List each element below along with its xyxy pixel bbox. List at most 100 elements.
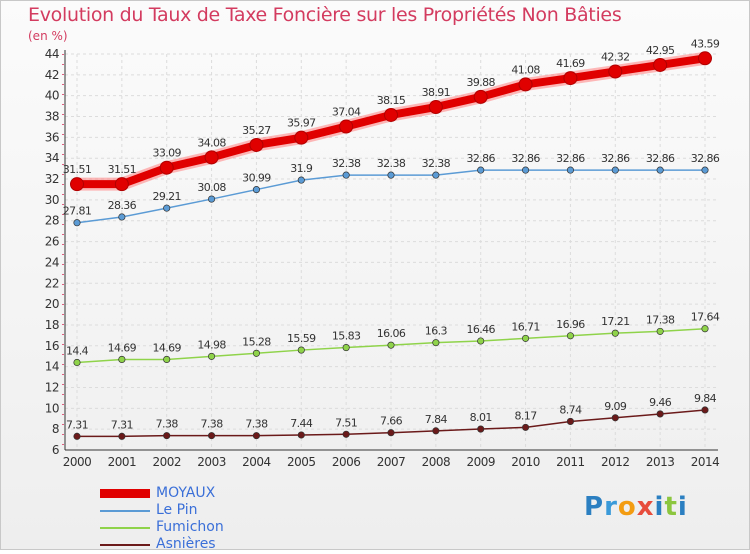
data-label: 42.32 — [601, 51, 630, 64]
y-tick-label: 8 — [52, 422, 59, 436]
data-point — [387, 171, 395, 179]
data-label: 16.3 — [425, 325, 448, 338]
data-label: 37.04 — [332, 106, 361, 119]
data-label: 31.9 — [290, 162, 313, 175]
legend-label: Asnières — [156, 536, 216, 552]
data-label: 17.21 — [601, 315, 630, 328]
data-point — [342, 430, 350, 438]
logo-letter: x — [636, 492, 655, 522]
data-label: 14.98 — [197, 338, 226, 351]
data-label: 32.86 — [646, 152, 675, 165]
data-label: 35.97 — [287, 117, 316, 130]
data-label: 15.28 — [242, 335, 271, 348]
data-label: 31.51 — [63, 163, 92, 176]
data-label: 43.59 — [691, 37, 720, 50]
data-point — [566, 166, 574, 174]
data-label: 27.81 — [63, 205, 92, 218]
data-point — [208, 432, 216, 440]
legend-swatch — [100, 489, 150, 498]
data-point — [477, 166, 485, 174]
data-point — [297, 176, 305, 184]
x-tick-label: 2005 — [287, 455, 316, 469]
data-point — [252, 432, 260, 440]
y-tick-label: 10 — [45, 401, 59, 415]
data-label: 16.46 — [466, 323, 495, 336]
y-tick-label: 6 — [52, 443, 59, 457]
data-label: 32.38 — [377, 157, 406, 170]
data-point — [387, 429, 395, 437]
data-label: 32.86 — [691, 152, 720, 165]
data-label: 8.74 — [559, 403, 582, 416]
data-label: 9.09 — [604, 400, 627, 413]
y-tick-label: 36 — [45, 130, 59, 144]
data-point — [342, 171, 350, 179]
data-point — [159, 160, 174, 175]
data-point — [563, 71, 578, 86]
x-tick-label: 2007 — [377, 455, 406, 469]
data-point — [208, 195, 216, 203]
data-label: 33.09 — [152, 147, 181, 160]
data-point — [701, 325, 709, 333]
data-point — [473, 89, 488, 104]
data-point — [70, 177, 84, 192]
data-label: 32.86 — [601, 152, 630, 165]
data-point — [611, 329, 619, 337]
y-tick-label: 16 — [45, 339, 59, 353]
data-point — [432, 171, 440, 179]
data-label: 16.96 — [556, 318, 585, 331]
logo-letter: i — [654, 492, 665, 522]
data-point — [611, 166, 619, 174]
data-point — [342, 344, 350, 352]
data-label: 9.46 — [649, 396, 672, 409]
data-point — [384, 107, 398, 122]
data-label: 17.38 — [646, 313, 675, 326]
logo-letter: P — [584, 492, 605, 522]
data-label: 8.17 — [515, 409, 538, 422]
x-tick-label: 2012 — [601, 455, 630, 469]
y-tick-label: 34 — [45, 151, 59, 165]
data-label: 35.27 — [242, 124, 271, 137]
data-label: 31.51 — [108, 163, 137, 176]
data-point — [118, 432, 126, 440]
data-point — [208, 352, 216, 360]
data-point — [118, 355, 126, 363]
data-point — [118, 213, 126, 221]
legend-swatch — [100, 527, 150, 529]
y-tick-label: 18 — [45, 318, 59, 332]
data-point — [163, 355, 171, 363]
data-point — [432, 339, 440, 347]
data-label: 30.08 — [197, 181, 226, 194]
data-point — [656, 410, 664, 418]
data-label: 7.51 — [335, 416, 357, 429]
data-point — [522, 166, 530, 174]
logo-letter: r — [604, 492, 618, 522]
data-point — [114, 177, 129, 192]
y-tick-label: 42 — [45, 68, 59, 82]
y-axis-unit: (en %) — [28, 29, 68, 43]
data-label: 29.21 — [152, 190, 181, 203]
x-tick-label: 2000 — [63, 455, 92, 469]
logo-letter: o — [617, 492, 637, 522]
y-tick-label: 12 — [45, 380, 59, 394]
y-tick-label: 32 — [45, 172, 59, 186]
data-point — [518, 77, 533, 92]
legend-label: MOYAUX — [156, 485, 216, 501]
data-label: 14.4 — [66, 344, 89, 357]
legend-label: Fumichon — [156, 519, 224, 535]
data-label: 15.83 — [332, 330, 361, 343]
data-label: 32.38 — [332, 157, 361, 170]
data-point — [522, 423, 530, 431]
x-tick-label: 2013 — [646, 455, 675, 469]
data-point — [73, 358, 81, 367]
y-tick-label: 20 — [45, 297, 59, 311]
x-tick-label: 2004 — [242, 455, 271, 469]
data-label: 39.88 — [466, 76, 495, 89]
x-tick-label: 2003 — [197, 455, 226, 469]
data-label: 32.86 — [511, 152, 540, 165]
data-label: 41.69 — [556, 57, 585, 70]
y-tick-label: 44 — [45, 47, 59, 61]
data-point — [428, 100, 443, 115]
legend-swatch — [100, 544, 150, 546]
y-tick-label: 40 — [45, 89, 59, 103]
chart-series: 31.51 31.51 33.09 34.08 35.27 35.97 37.04 38.15… — [63, 37, 720, 440]
